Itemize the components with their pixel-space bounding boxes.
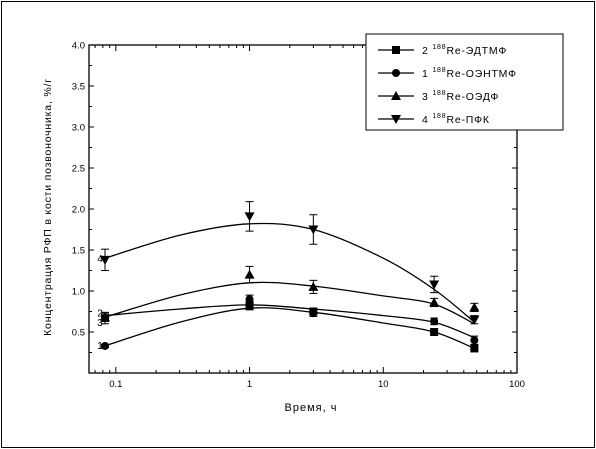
curve-labels: 4 23 1: [97, 254, 103, 352]
data-point-3: [100, 312, 111, 322]
legend-superscript: 188: [432, 90, 446, 97]
axes: 0.5 1.0 1.5 2.0 2.5 3.0 3.5 4.0 0.1 1 10 100: [72, 41, 525, 391]
legend-superscript: 188: [432, 44, 446, 51]
legend-superscript: 188: [432, 113, 446, 120]
legend-entry-3: 3 188Re-ОЭДФ: [422, 90, 499, 103]
legend-entry-2: 2 188Re-ЭДТМФ: [422, 44, 507, 57]
curve-label: 4: [97, 254, 103, 265]
fit-curve-1: [104, 307, 475, 350]
legend-marker-4: [391, 115, 401, 124]
legend-number: 3: [422, 91, 432, 103]
data-point-1: [309, 309, 318, 318]
legend-marker-3: [391, 91, 401, 100]
legend-entry-1: 1 188Re-ОЭНТМФ: [422, 67, 517, 80]
data-point-3: [244, 269, 255, 279]
fit-curve-3: [104, 281, 475, 325]
x-tick-label: 1: [247, 379, 252, 390]
curve-label: 2: [97, 308, 103, 319]
x-tick-label: 0.1: [109, 379, 122, 390]
x-axis-label: Время, ч: [285, 402, 338, 414]
x-tick-label: 10: [378, 379, 389, 390]
data-point-2: [430, 328, 439, 336]
legend-marker-1: [392, 69, 400, 77]
y-tick-label: 2.0: [72, 205, 85, 216]
legend-name: Re-ЭДТМФ: [446, 45, 507, 57]
legend-number: 1: [422, 68, 432, 80]
legend-name: Re-ПФК: [446, 114, 489, 126]
y-tick-label: 4.0: [72, 41, 85, 52]
y-axis-label: Концентрация РФП в кости позвоночника, %…: [42, 78, 54, 336]
legend-name: Re-ОЭДФ: [446, 91, 499, 103]
data-point-3: [429, 297, 440, 307]
curve-label: 1: [97, 341, 103, 352]
legend-number: 4: [422, 114, 432, 126]
y-tick-label: 1.5: [72, 246, 85, 257]
legend-name: Re-ОЭНТМФ: [446, 68, 516, 80]
data-point-4: [244, 212, 255, 222]
data-point-4: [100, 255, 111, 265]
x-tick-label: 100: [509, 379, 525, 390]
curve-label: 3: [97, 318, 103, 329]
data-point-1: [470, 336, 479, 345]
y-tick-label: 2.5: [72, 164, 85, 175]
fit-curves: [104, 222, 475, 350]
legend-marker-2: [392, 46, 400, 54]
data-point-4: [469, 315, 480, 325]
legend-superscript: 188: [432, 67, 446, 74]
data-point-4: [308, 225, 319, 235]
legend-entry-4: 4 188Re-ПФК: [422, 113, 490, 126]
data-point-4: [429, 280, 440, 290]
data-point-3: [469, 302, 480, 312]
y-tick-label: 0.5: [72, 328, 85, 339]
legend-number: 2: [422, 45, 432, 57]
data-point-1: [245, 295, 254, 304]
data-point-2: [245, 301, 254, 310]
y-tick-label: 3.0: [72, 123, 85, 134]
data-point-1: [430, 317, 439, 326]
data-point-1: [101, 341, 110, 350]
y-tick-label: 3.5: [72, 82, 85, 93]
data-point-3: [308, 281, 319, 291]
data-point-2: [470, 344, 479, 353]
y-tick-label: 1.0: [72, 287, 85, 298]
data-points: [100, 201, 480, 353]
